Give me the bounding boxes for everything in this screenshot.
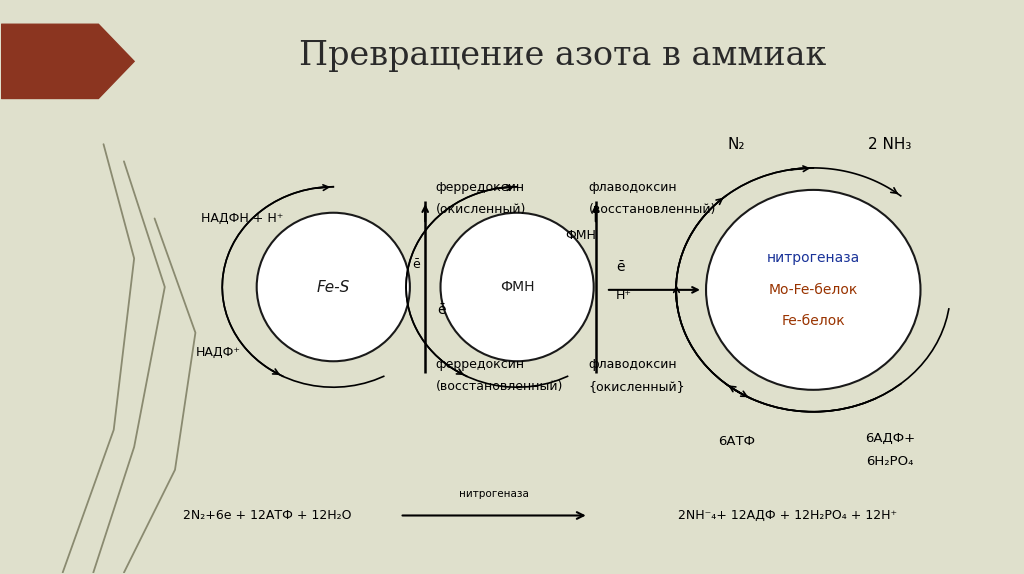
Text: N₂: N₂ bbox=[728, 137, 745, 152]
Text: (окисленный): (окисленный) bbox=[435, 203, 525, 216]
Text: флаводоксин: флаводоксин bbox=[589, 181, 677, 193]
Text: ē: ē bbox=[413, 258, 420, 271]
Text: 6АТФ: 6АТФ bbox=[718, 435, 755, 448]
Text: 2N₂+6e + 12АТФ + 12H₂O: 2N₂+6e + 12АТФ + 12H₂O bbox=[182, 509, 351, 522]
Ellipse shape bbox=[257, 213, 410, 361]
Text: ФМН: ФМН bbox=[500, 280, 535, 294]
Text: нитрогеназа: нитрогеназа bbox=[767, 251, 860, 265]
Text: Fe-S: Fe-S bbox=[316, 280, 350, 294]
Text: нитрогеназа: нитрогеназа bbox=[459, 489, 528, 499]
Text: 6Н₂РО₄: 6Н₂РО₄ bbox=[866, 455, 913, 468]
Text: ферредоксин: ферредоксин bbox=[435, 181, 524, 193]
Text: ФМН: ФМН bbox=[565, 229, 596, 242]
Text: 2 NH₃: 2 NH₃ bbox=[868, 137, 911, 152]
Ellipse shape bbox=[440, 213, 594, 361]
Text: (восстановленный): (восстановленный) bbox=[435, 381, 563, 393]
Ellipse shape bbox=[706, 190, 921, 390]
Text: Превращение азота в аммиак: Превращение азота в аммиак bbox=[299, 40, 826, 72]
Text: НАДФН + Н⁺: НАДФН + Н⁺ bbox=[201, 212, 283, 225]
Text: 6АДФ+: 6АДФ+ bbox=[865, 432, 914, 445]
Text: (восстановленный): (восстановленный) bbox=[589, 203, 716, 216]
Text: {окисленный}: {окисленный} bbox=[589, 381, 685, 393]
Text: ē: ē bbox=[437, 303, 445, 317]
Text: флаводоксин: флаводоксин bbox=[589, 358, 677, 371]
Text: ферредоксин: ферредоксин bbox=[435, 358, 524, 371]
Text: 2NH⁻₄+ 12АДФ + 12H₂PO₄ + 12H⁺: 2NH⁻₄+ 12АДФ + 12H₂PO₄ + 12H⁺ bbox=[678, 509, 897, 522]
Text: ē: ē bbox=[616, 260, 625, 274]
Text: Н⁺: Н⁺ bbox=[616, 289, 632, 302]
Text: Mo-Fe-белок: Mo-Fe-белок bbox=[769, 283, 858, 297]
Text: НАДФ⁺: НАДФ⁺ bbox=[196, 346, 241, 359]
Polygon shape bbox=[1, 24, 134, 99]
Text: Fe-белок: Fe-белок bbox=[781, 315, 845, 328]
